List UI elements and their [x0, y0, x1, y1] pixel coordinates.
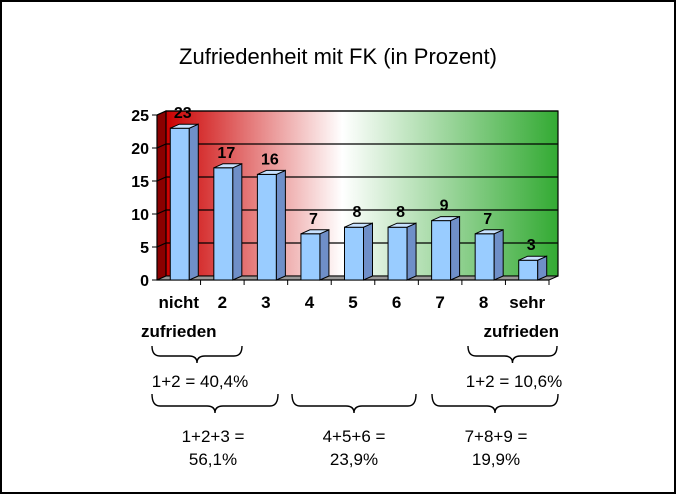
bar-top [474, 229, 504, 235]
bar-top [170, 123, 199, 129]
data-label: 9 [440, 198, 449, 215]
bar-side [319, 229, 330, 281]
data-label: 3 [527, 237, 536, 254]
y-tick-label: 15 [131, 174, 149, 191]
data-label: 17 [217, 145, 235, 162]
gridline [156, 143, 558, 149]
data-label: 23 [174, 105, 192, 122]
data-label: 16 [261, 151, 279, 168]
bar-top [300, 229, 330, 235]
bar [344, 226, 364, 281]
bracket-1-2-high [467, 345, 558, 364]
bar [474, 233, 495, 281]
bar-top [518, 255, 547, 261]
bar-top [213, 163, 243, 169]
bar [256, 173, 277, 281]
annotation-group-1-2-3-line1: 1+2+3 = [182, 427, 245, 446]
y-tick-label: 25 [131, 108, 149, 125]
data-label: 7 [483, 211, 492, 228]
data-label: 8 [396, 204, 405, 221]
annotation-group-7-8-9-line1: 7+8+9 = [465, 427, 528, 446]
bar-side [188, 123, 199, 281]
group-brackets [151, 345, 559, 414]
bar-side [232, 163, 243, 281]
bar [213, 167, 234, 281]
bracket-1-2-low [151, 345, 243, 364]
data-labels: 23 17 16 7 8 8 9 7 3 [174, 105, 536, 254]
x-tick-label: nicht [158, 293, 199, 312]
bar-side [450, 215, 461, 281]
gridline [156, 176, 558, 182]
bar-side [275, 169, 286, 281]
bar-top [257, 169, 286, 175]
x-tick-label: 8 [479, 293, 488, 312]
bar-side [363, 222, 373, 281]
gridline [156, 242, 558, 248]
y-tick-label: 0 [140, 273, 149, 290]
x-tick-sublabel: zufrieden [483, 322, 559, 341]
x-tick-label: sehr [509, 293, 545, 312]
bracket-7-8-9 [431, 393, 559, 414]
annotation-group-1-2-3-line2: 56,1% [189, 450, 237, 469]
bar [518, 259, 539, 281]
x-tick-label: 7 [435, 293, 444, 312]
bar [431, 220, 452, 281]
bracket-1-2-3 [151, 393, 279, 414]
y-tick-label: 5 [140, 240, 149, 257]
bar-side [406, 222, 417, 281]
gridlines [156, 110, 558, 248]
data-label: 7 [309, 211, 318, 228]
x-tick-label: 3 [261, 293, 270, 312]
annotation-group-1-2-low: 1+2 = 40,4% [152, 372, 248, 391]
x-tick-label: 6 [392, 293, 401, 312]
y-tick-label: 20 [131, 141, 149, 158]
x-tick-label: 4 [305, 293, 315, 312]
bars [169, 123, 548, 281]
annotation-group-4-5-6-line1: 4+5+6 = [323, 427, 386, 446]
x-tick-label: 5 [348, 293, 357, 312]
bar [300, 233, 321, 281]
annotation-group-7-8-9-line2: 19,9% [472, 450, 520, 469]
x-tick-label: 2 [218, 293, 227, 312]
gridline [156, 110, 558, 116]
chart-title: Zufriedenheit mit FK (in Prozent) [179, 44, 497, 69]
bar [169, 127, 190, 281]
bar [387, 226, 408, 281]
bracket-4-5-6 [291, 393, 417, 414]
gridline [156, 209, 558, 215]
y-tick-label: 10 [131, 207, 149, 224]
bar-top [431, 216, 460, 222]
bar-side [493, 229, 504, 281]
plot-side-wall [156, 110, 167, 281]
bar-top [344, 222, 373, 228]
bar-top [387, 222, 417, 228]
annotation-group-1-2-high: 1+2 = 10,6% [466, 372, 562, 391]
x-tick-sublabel: zufrieden [141, 322, 217, 341]
data-label: 8 [353, 204, 362, 221]
annotation-group-4-5-6-line2: 23,9% [330, 450, 378, 469]
